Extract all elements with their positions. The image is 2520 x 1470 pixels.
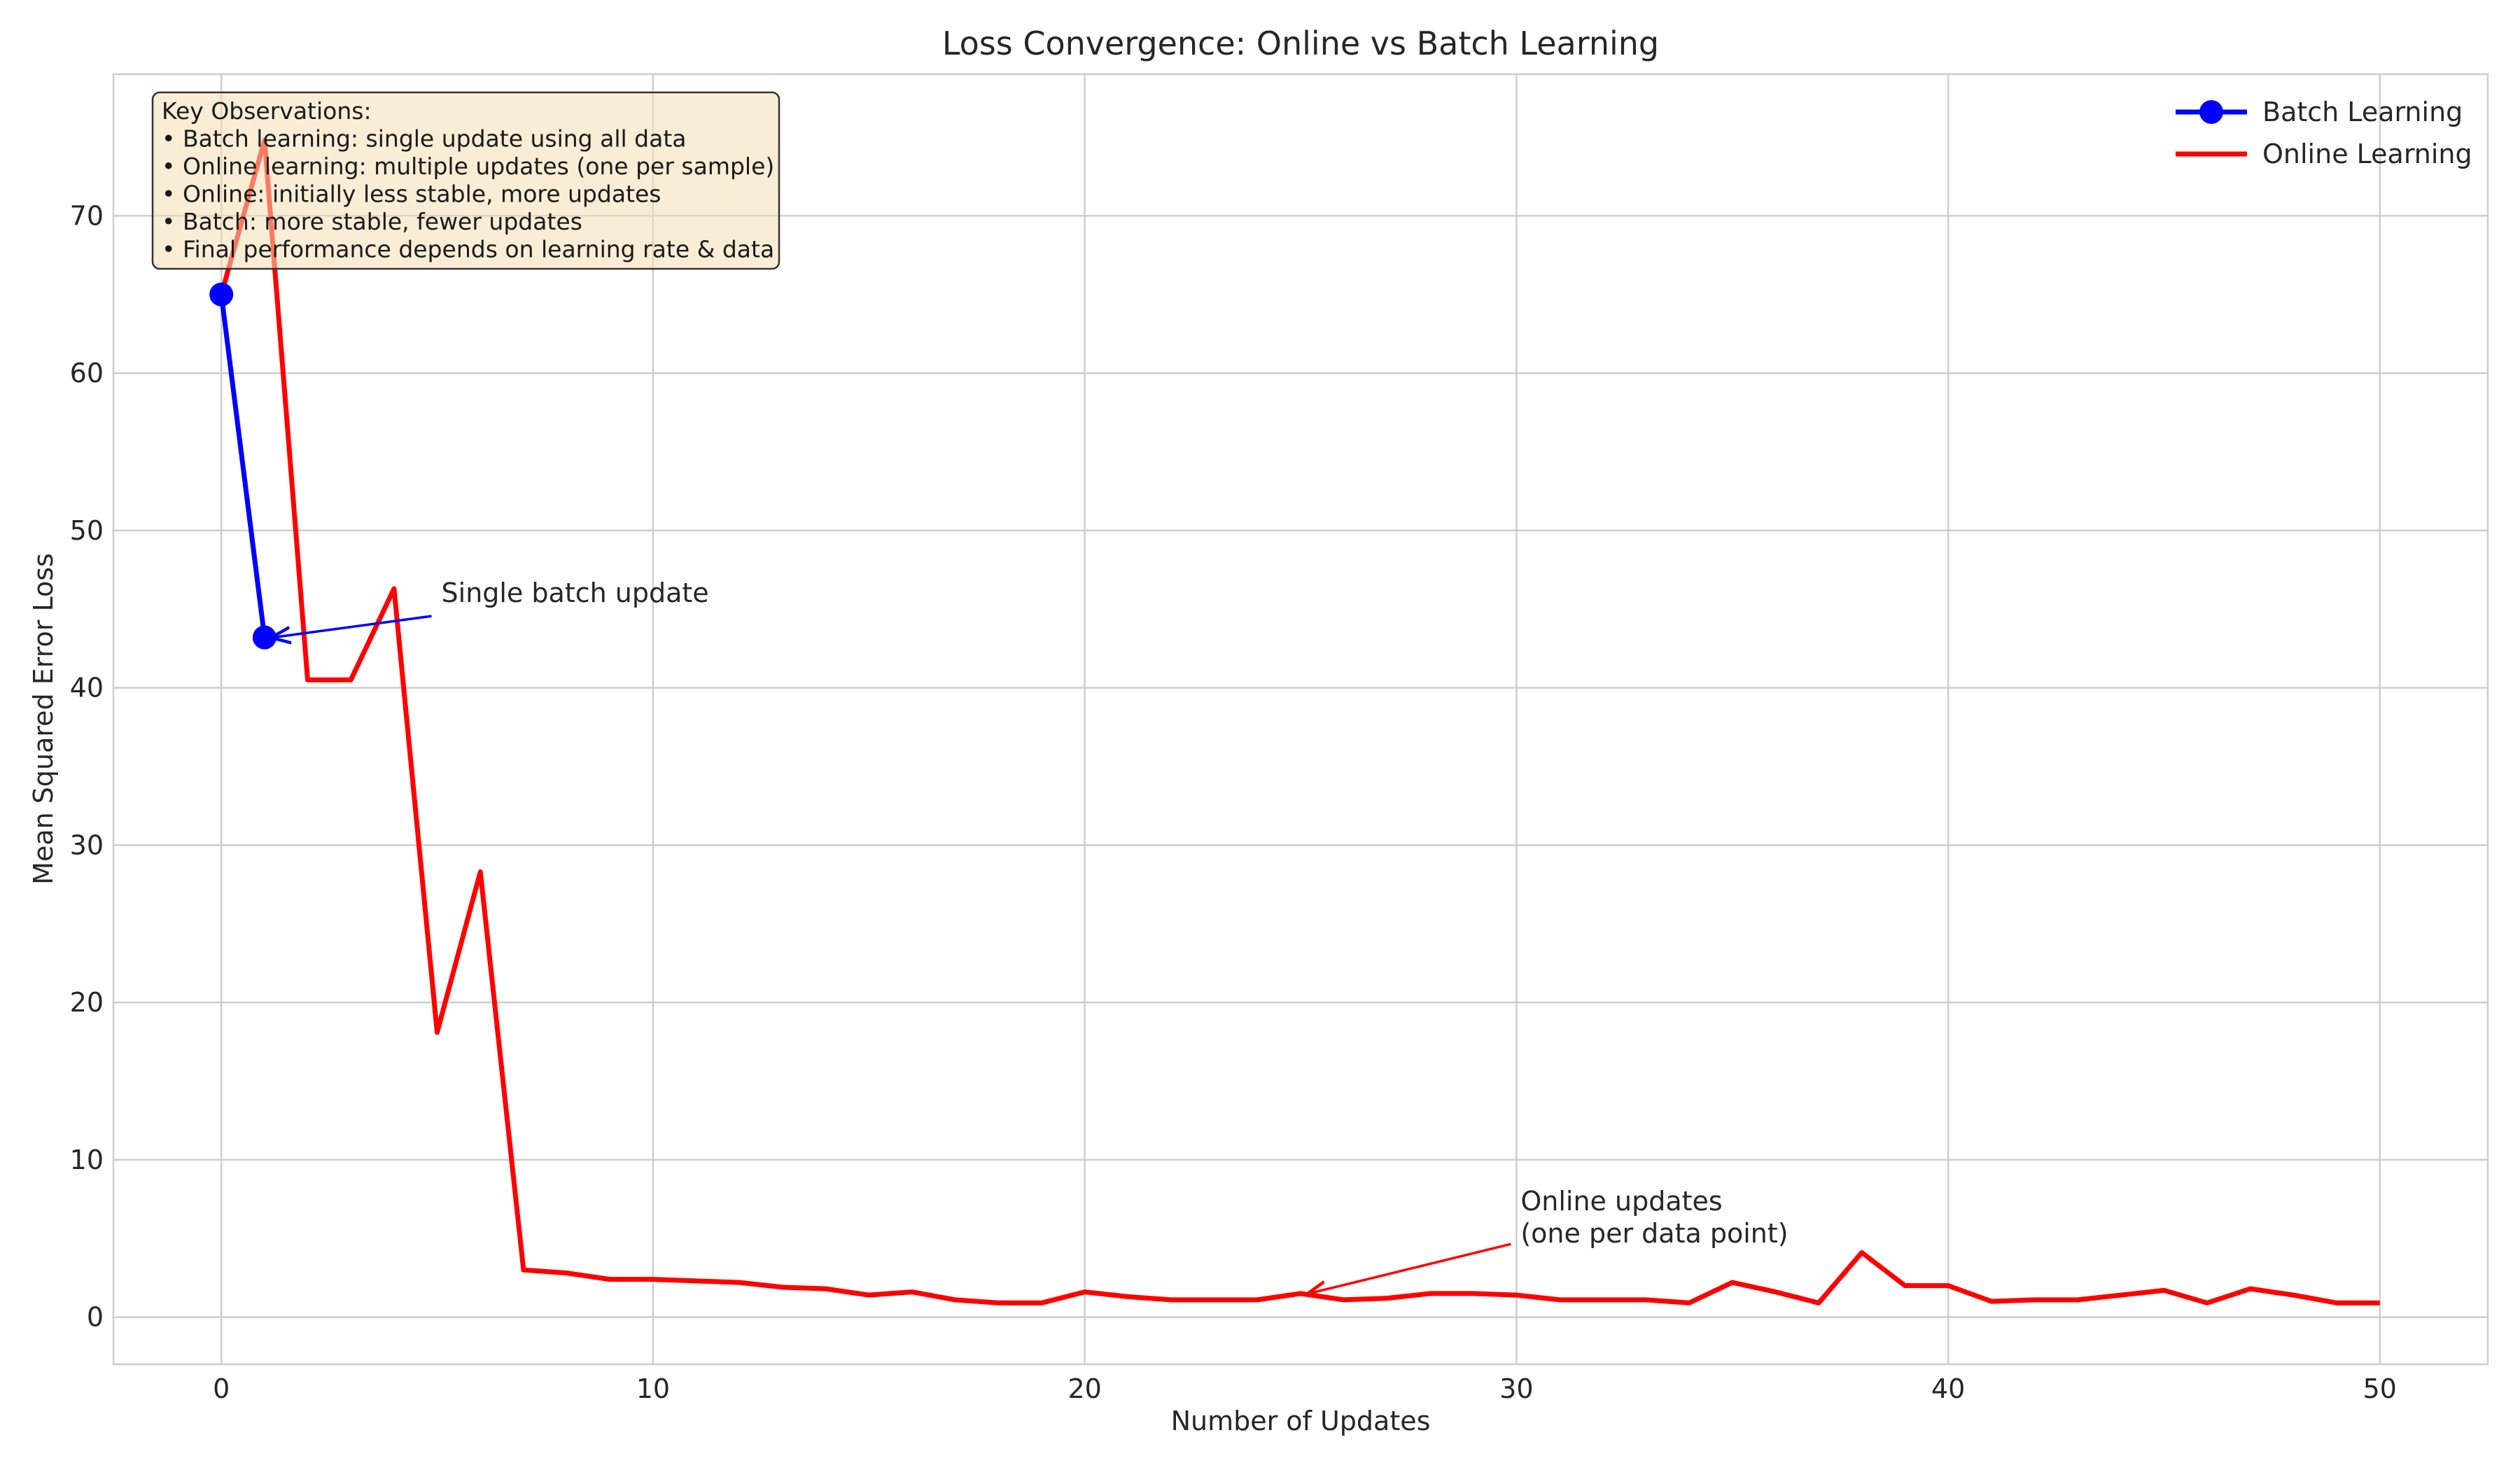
- observation-line: • Batch learning: single update using al…: [162, 125, 687, 153]
- y-tick-label: 40: [70, 673, 104, 704]
- x-tick-label: 20: [1068, 1373, 1101, 1404]
- series: [209, 137, 2380, 1306]
- annotations: Single batch update Online updates(one pe…: [273, 578, 1788, 1294]
- legend-marker-batch-learning: [2199, 100, 2223, 124]
- x-tick-label: 40: [1931, 1373, 1965, 1404]
- observation-line: • Batch: more stable, fewer updates: [162, 208, 582, 235]
- observation-line: Key Observations:: [162, 97, 372, 125]
- annotation-text: Online updates: [1520, 1186, 1722, 1217]
- y-tick-label: 60: [70, 358, 104, 388]
- y-tick-label: 10: [70, 1144, 104, 1175]
- batch-learning-point: [252, 625, 276, 650]
- x-tick-label: 10: [636, 1373, 670, 1404]
- annotation-text: (one per data point): [1520, 1218, 1788, 1249]
- observation-line: • Final performance depends on learning …: [162, 236, 774, 263]
- batch-learning-line: [218, 294, 267, 638]
- observation-line: • Online: initially less stable, more up…: [162, 181, 661, 208]
- legend-label-online-learning: Online Learning: [2262, 139, 2472, 169]
- x-tick-label: 50: [2363, 1373, 2397, 1404]
- x-tick-label: 0: [213, 1373, 230, 1404]
- legend: Batch Learning Online Learning: [2176, 97, 2472, 169]
- grid: [113, 74, 2488, 1364]
- y-tick-label: 50: [70, 515, 104, 546]
- y-tick-label: 30: [70, 830, 104, 860]
- observation-line: • Online learning: multiple updates (one…: [162, 153, 774, 180]
- annotation-arrow: [1309, 1242, 1511, 1294]
- ticks: 0 10 20 30 40 50 0 10 20 30 40 50 60 70: [70, 200, 2397, 1404]
- y-tick-label: 20: [70, 987, 104, 1018]
- y-axis-label: Mean Squared Error Loss: [28, 553, 59, 885]
- annotation-text: Single batch update: [442, 578, 709, 608]
- plot-area: [112, 73, 2489, 1366]
- x-tick-label: 30: [1499, 1373, 1533, 1404]
- online-learning-line: [218, 137, 2380, 1306]
- observations-box: Key Observations:• Batch learning: singl…: [151, 91, 780, 270]
- chart-title: Loss Convergence: Online vs Batch Learni…: [942, 24, 1659, 62]
- annotation-arrow: [273, 615, 432, 637]
- batch-learning-point: [209, 282, 234, 307]
- x-axis-label: Number of Updates: [1171, 1406, 1431, 1436]
- legend-label-batch-learning: Batch Learning: [2262, 97, 2463, 127]
- y-tick-label: 0: [87, 1302, 104, 1333]
- observations-box-frame: [151, 91, 780, 270]
- y-tick-label: 70: [70, 200, 104, 231]
